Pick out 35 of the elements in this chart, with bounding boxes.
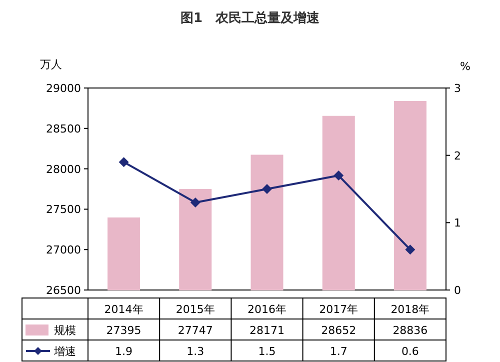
data-label: 1.5 xyxy=(258,345,276,358)
x-tick-label: 2018年 xyxy=(390,303,430,316)
legend-label: 增速 xyxy=(53,345,76,358)
y-axis-title: 万人 xyxy=(40,58,62,71)
point xyxy=(262,184,272,194)
y-tick-label: 28000 xyxy=(46,162,81,176)
point xyxy=(118,157,129,168)
point xyxy=(334,170,344,181)
data-label: 27747 xyxy=(178,324,213,337)
y-tick-label: 29000 xyxy=(46,82,81,95)
y2-tick-label: 1 xyxy=(454,216,461,230)
y2-tick-label: 2 xyxy=(454,149,461,162)
x-tick-label: 2016年 xyxy=(248,303,286,316)
x-tick-label: 2014年 xyxy=(104,303,144,316)
y-tick-label: 26500 xyxy=(46,284,81,297)
data-label: 27395 xyxy=(106,324,142,337)
data-label: 0.6 xyxy=(401,345,419,358)
x-tick-label: 2015年 xyxy=(176,303,215,316)
y-tick-label: 27500 xyxy=(46,203,81,216)
data-label: 1.9 xyxy=(115,345,133,358)
data-label: 28171 xyxy=(250,324,284,337)
y2-axis-title: % xyxy=(460,60,470,73)
point xyxy=(405,244,416,255)
point xyxy=(190,197,200,208)
y-tick-label: 28500 xyxy=(46,122,81,136)
y2-tick-label: 0 xyxy=(454,284,461,297)
y-tick-label: 27000 xyxy=(46,244,81,257)
data-label: 1.7 xyxy=(330,345,348,358)
chart-title: 图1 农民工总量及增速 xyxy=(180,10,321,26)
legend-label: 规模 xyxy=(54,324,76,337)
y2-tick-label: 3 xyxy=(454,82,461,95)
data-label: 28652 xyxy=(321,324,356,337)
x-tick-label: 2017年 xyxy=(319,303,358,316)
data-label: 28836 xyxy=(392,324,428,337)
data-label: 1.3 xyxy=(186,345,204,358)
